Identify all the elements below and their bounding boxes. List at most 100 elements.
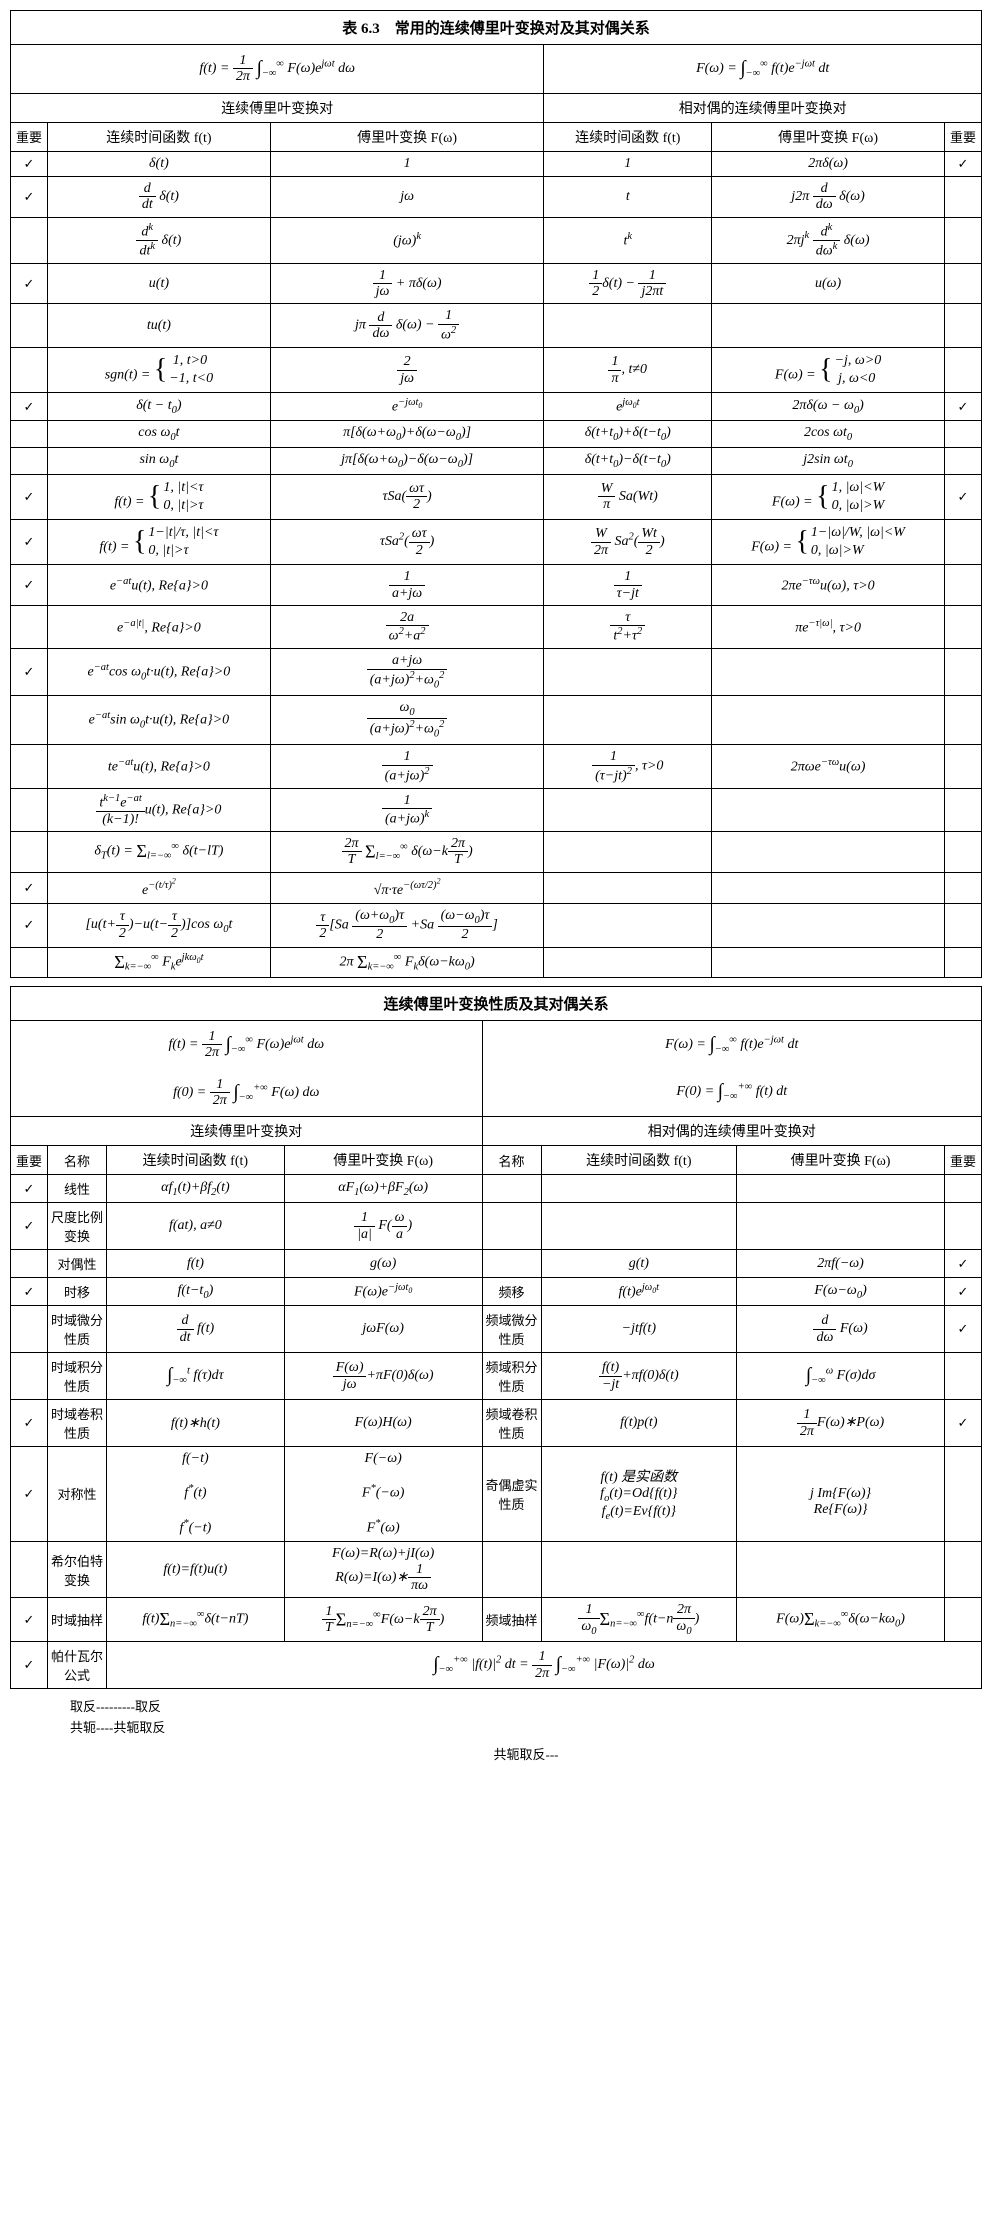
table-row: ✓f(t) = {1, |t|<τ0, |t|>ττSa(ωτ2)Wπ Sa(W…	[11, 474, 982, 519]
ft-dual-cell	[544, 904, 712, 948]
fourier-pairs-table: 表 6.3 常用的连续傅里叶变换对及其对偶关系 f(t) = 12π ∫−∞∞ …	[10, 10, 982, 978]
ft-dual-cell	[541, 1541, 737, 1598]
ft-cell: [u(t+τ2)−u(t−τ2)]cos ω0t	[48, 904, 271, 948]
check-cell: ✓	[11, 904, 48, 948]
Fw-cell: 1a+jω	[270, 565, 544, 606]
Fw-dual-cell	[737, 1541, 945, 1598]
t2-name-r: 名称	[482, 1146, 541, 1175]
t1-section-left: 连续傅里叶变换对	[11, 93, 544, 122]
check-cell	[945, 649, 982, 695]
Fw-cell: 1(a+jω)k	[270, 788, 544, 831]
check-cell	[11, 695, 48, 744]
Fw-cell: 1TΣn=−∞∞F(ω−k2πT)	[284, 1598, 482, 1642]
footer-notes: 取反---------取反 共轭----共轭取反 共轭取反---	[10, 1697, 982, 1765]
ft-dual-cell	[541, 1203, 737, 1250]
ft-cell: sgn(t) = { 1, t>0−1, t<0	[48, 347, 271, 392]
table-row: ✓e−atu(t), Re{a}>01a+jω1τ−jt2πe−τωu(ω), …	[11, 565, 982, 606]
name-cell: 线性	[48, 1175, 107, 1203]
ft-dual-cell	[544, 695, 712, 744]
check-cell	[11, 217, 48, 263]
check-cell	[11, 1306, 48, 1353]
name-cell: 时移	[48, 1278, 107, 1306]
table-row: ✓ddt δ(t)jωtj2π ddω δ(ω)	[11, 176, 982, 217]
name-cell: 频域卷积性质	[482, 1400, 541, 1447]
footer-line2: 共轭----共轭取反	[70, 1718, 982, 1739]
name-cell: 对偶性	[48, 1250, 107, 1278]
name-cell: 奇偶虚实性质	[482, 1447, 541, 1541]
name-cell: 时域积分性质	[48, 1353, 107, 1400]
Fw-cell: jπ[δ(ω+ω0)−δ(ω−ω0)]	[270, 447, 544, 474]
Fw-dual-cell: F(ω) = {1−|ω|/W, |ω|<W0, |ω|>W	[712, 519, 945, 564]
Fw-dual-cell	[737, 1175, 945, 1203]
Fw-cell: 1|a| F(ωa)	[284, 1203, 482, 1250]
Fw-cell: g(ω)	[284, 1250, 482, 1278]
ft-cell: f(t)=f(t)u(t)	[107, 1541, 285, 1598]
t2-section-right: 相对偶的连续傅里叶变换对	[482, 1117, 981, 1146]
ft-dual-cell: 1ω0Σn=−∞∞f(t−n2πω0)	[541, 1598, 737, 1642]
ft-dual-cell: 1τ−jt	[544, 565, 712, 606]
ft-cell: f(t) = {1−|t|/τ, |t|<τ0, |t|>τ	[48, 519, 271, 564]
Fw-dual-cell: 12πF(ω)∗P(ω)	[737, 1400, 945, 1447]
check-cell	[11, 347, 48, 392]
check-cell	[11, 745, 48, 788]
table-row: ✓尺度比例变换f(at), a≠01|a| F(ωa)	[11, 1203, 982, 1250]
name-cell: 时域卷积性质	[48, 1400, 107, 1447]
Fw-cell: αF1(ω)+βF2(ω)	[284, 1175, 482, 1203]
ft-cell: e−atsin ω0t·u(t), Re{a}>0	[48, 695, 271, 744]
ft-dual-cell: δ(t+t0)−δ(t−t0)	[544, 447, 712, 474]
Fw-dual-cell: j2sin ωt0	[712, 447, 945, 474]
check-cell	[11, 1541, 48, 1598]
ft-dual-cell: f(t)p(t)	[541, 1400, 737, 1447]
check-cell: ✓	[11, 565, 48, 606]
table-row: e−atsin ω0t·u(t), Re{a}>0ω0(a+jω)2+ω02	[11, 695, 982, 744]
Fw-cell: 2π Σk=−∞∞ Fkδ(ω−kω0)	[270, 947, 544, 977]
Fw-dual-cell: F(ω−ω0)	[737, 1278, 945, 1306]
ft-cell: e−a|t|, Re{a}>0	[48, 606, 271, 649]
t2-name-l: 名称	[48, 1146, 107, 1175]
table1-title: 表 6.3 常用的连续傅里叶变换对及其对偶关系	[11, 11, 982, 45]
Fw-cell: F(ω)=R(ω)+jI(ω)R(ω)=I(ω)∗1πω	[284, 1541, 482, 1598]
table2-title: 连续傅里叶变换性质及其对偶关系	[11, 986, 982, 1020]
t2-ft-l: 连续时间函数 f(t)	[107, 1146, 285, 1175]
t2-imp-l: 重要	[11, 1146, 48, 1175]
check-cell: ✓	[11, 1175, 48, 1203]
table-row: ✓δ(t − t0)e−jωt0ejω0t2πδ(ω − ω0)✓	[11, 393, 982, 421]
name-cell: 频域微分性质	[482, 1306, 541, 1353]
Fw-dual-cell: F(ω)Σk=−∞∞δ(ω−kω0)	[737, 1598, 945, 1642]
Fw-cell: F(ω)jω+πF(0)δ(ω)	[284, 1353, 482, 1400]
check-cell	[945, 606, 982, 649]
t2-Fw-r: 傅里叶变换 F(ω)	[737, 1146, 945, 1175]
table-row: sgn(t) = { 1, t>0−1, t<02jω1π, t≠0F(ω) =…	[11, 347, 982, 392]
ft-dual-cell	[544, 649, 712, 695]
ft-dual-cell: tk	[544, 217, 712, 263]
Fw-cell: e−jωt0	[270, 393, 544, 421]
check-cell: ✓	[945, 1306, 982, 1353]
check-cell: ✓	[945, 393, 982, 421]
check-cell	[11, 947, 48, 977]
check-cell	[11, 447, 48, 474]
ft-cell: f(t) = {1, |t|<τ0, |t|>τ	[48, 474, 271, 519]
table-row: ✓[u(t+τ2)−u(t−τ2)]cos ω0tτ2[Sa (ω+ω0)τ2 …	[11, 904, 982, 948]
Fw-dual-cell: 2πδ(ω)	[712, 151, 945, 176]
ft-dual-cell: 12δ(t) − 1j2πt	[544, 263, 712, 304]
parseval-cell: ∫−∞+∞ |f(t)|2 dt = 12π ∫−∞+∞ |F(ω)|2 dω	[107, 1642, 982, 1689]
Fw-cell: √π·τe−(ωτ/2)2	[270, 872, 544, 903]
ft-dual-cell	[544, 788, 712, 831]
check-cell	[945, 832, 982, 873]
ft-cell: f(−t)f*(t)f*(−t)	[107, 1447, 285, 1541]
check-cell	[945, 565, 982, 606]
name-cell	[482, 1203, 541, 1250]
ft-cell: δT(t) = Σl=−∞∞ δ(t−lT)	[48, 832, 271, 873]
Fw-dual-cell: 2πωe−τωu(ω)	[712, 745, 945, 788]
ft-cell: f(t)∗h(t)	[107, 1400, 285, 1447]
name-cell	[482, 1250, 541, 1278]
Fw-dual-cell	[712, 947, 945, 977]
footer-line3: 共轭取反---	[70, 1745, 982, 1766]
table-row: 希尔伯特变换f(t)=f(t)u(t)F(ω)=R(ω)+jI(ω)R(ω)=I…	[11, 1541, 982, 1598]
Fw-dual-cell	[712, 695, 945, 744]
ft-dual-cell: Wπ Sa(Wt)	[544, 474, 712, 519]
check-cell	[11, 788, 48, 831]
table-row: Σk=−∞∞ Fkejkω0t2π Σk=−∞∞ Fkδ(ω−kω0)	[11, 947, 982, 977]
check-cell: ✓	[11, 263, 48, 304]
Fw-dual-cell: j Im{F(ω)}Re{F(ω)}	[737, 1447, 945, 1541]
